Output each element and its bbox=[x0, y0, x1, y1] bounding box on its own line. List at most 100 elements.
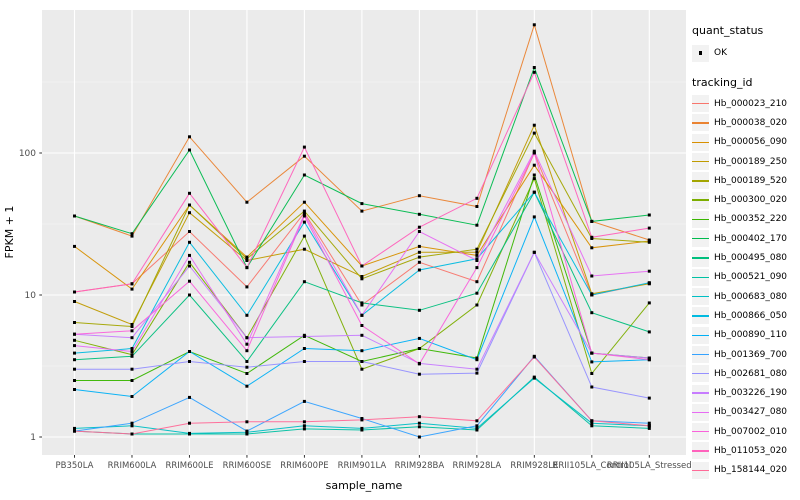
legend-key bbox=[692, 365, 709, 383]
plot-canvas: 1 10 100 PB350LA RRIM600LA RRIM600LE RRIM600SE… bbox=[3, 10, 692, 492]
data-point bbox=[73, 338, 76, 342]
data-point bbox=[417, 250, 421, 254]
data-point bbox=[360, 209, 364, 213]
legend-item-label: Hb_002681_080 bbox=[714, 368, 788, 379]
data-point bbox=[590, 419, 594, 423]
data-point bbox=[360, 418, 364, 422]
data-point bbox=[130, 354, 134, 358]
x-tick-label: RRIM928BA bbox=[395, 461, 445, 471]
legend-item: Hb_000402_170 bbox=[692, 229, 798, 248]
legend-key bbox=[692, 423, 709, 441]
legend: quant_status OK tracking_id Hb_000023_21… bbox=[692, 24, 798, 480]
legend-key bbox=[692, 442, 709, 460]
data-point bbox=[590, 293, 594, 297]
data-point bbox=[647, 358, 651, 362]
data-point bbox=[245, 259, 249, 262]
data-point bbox=[475, 257, 479, 261]
data-point bbox=[73, 332, 76, 336]
x-tick-label: PB350LA bbox=[56, 461, 94, 471]
legend-item-label: Hb_000402_170 bbox=[714, 233, 788, 244]
data-point bbox=[475, 259, 479, 262]
data-point bbox=[245, 420, 249, 424]
data-point bbox=[130, 323, 134, 326]
data-point bbox=[188, 421, 191, 425]
data-point bbox=[302, 424, 306, 428]
data-point bbox=[590, 235, 594, 239]
data-point bbox=[417, 347, 421, 350]
data-point bbox=[302, 212, 306, 216]
data-point bbox=[475, 424, 479, 428]
data-point bbox=[302, 220, 306, 224]
legend-item-ok: OK bbox=[692, 42, 798, 64]
legend-item-label: Hb_000683_080 bbox=[714, 291, 788, 302]
data-point bbox=[532, 215, 536, 219]
legend-item-label: Hb_000023_210 bbox=[714, 98, 788, 109]
data-point bbox=[73, 429, 76, 433]
data-point bbox=[245, 313, 249, 317]
data-point bbox=[647, 330, 651, 334]
data-point bbox=[188, 191, 191, 195]
data-point bbox=[590, 246, 594, 250]
data-point bbox=[532, 355, 536, 359]
legend-key bbox=[692, 384, 709, 402]
data-point bbox=[590, 424, 594, 428]
x-axis-title: sample_name bbox=[326, 479, 403, 492]
x-tick-label: RRIM928LE bbox=[510, 461, 558, 471]
data-point bbox=[188, 350, 191, 353]
y-axis-title: FPKM + 1 bbox=[3, 206, 16, 259]
legend-key bbox=[692, 230, 709, 248]
data-point bbox=[302, 427, 306, 431]
data-point bbox=[360, 426, 364, 430]
legend-quant-status-title: quant_status bbox=[692, 24, 764, 37]
x-tick-label: RRIM600SE bbox=[223, 461, 272, 471]
legend-item-label: Hb_158144_020 bbox=[714, 465, 788, 476]
data-point bbox=[475, 428, 479, 432]
legend-swatch-line bbox=[692, 315, 709, 317]
data-point bbox=[130, 329, 134, 333]
data-point bbox=[475, 291, 479, 295]
data-point bbox=[590, 372, 594, 375]
legend-item-label: Hb_000189_250 bbox=[714, 156, 788, 167]
data-point bbox=[475, 196, 479, 200]
legend-item-label: Hb_000495_080 bbox=[714, 253, 788, 264]
data-point bbox=[475, 205, 479, 208]
data-point bbox=[360, 303, 364, 307]
data-point bbox=[188, 203, 191, 207]
legend-tracking-id-title: tracking_id bbox=[692, 76, 753, 89]
data-point bbox=[73, 379, 76, 382]
data-point bbox=[532, 190, 536, 194]
data-point bbox=[245, 255, 249, 259]
data-point bbox=[245, 429, 249, 433]
data-point bbox=[245, 372, 249, 375]
data-point bbox=[302, 200, 306, 204]
data-point bbox=[475, 223, 479, 227]
data-point bbox=[590, 385, 594, 389]
data-point bbox=[532, 149, 536, 153]
data-point bbox=[188, 211, 191, 215]
data-point bbox=[73, 358, 76, 362]
data-point bbox=[532, 173, 536, 177]
legend-key bbox=[692, 326, 709, 344]
data-point bbox=[360, 313, 364, 317]
legend-swatch-line bbox=[692, 392, 709, 394]
data-point bbox=[188, 293, 191, 297]
legend-item-label: Hb_000866_050 bbox=[714, 310, 788, 321]
data-point bbox=[360, 428, 364, 432]
legend-item: Hb_000023_210 bbox=[692, 94, 798, 113]
y-tick-label: 100 bbox=[19, 149, 36, 159]
legend-item: Hb_002681_080 bbox=[692, 364, 798, 383]
data-point bbox=[245, 342, 249, 346]
data-point bbox=[532, 250, 536, 254]
data-point bbox=[475, 358, 479, 362]
data-point bbox=[417, 194, 421, 198]
legend-swatch-line bbox=[692, 238, 709, 240]
data-point bbox=[417, 255, 421, 259]
data-point bbox=[647, 269, 651, 273]
data-point bbox=[590, 311, 594, 315]
data-point bbox=[647, 301, 651, 305]
data-point bbox=[130, 350, 134, 353]
data-point bbox=[130, 424, 134, 428]
data-point bbox=[590, 421, 594, 425]
data-point bbox=[245, 257, 249, 261]
